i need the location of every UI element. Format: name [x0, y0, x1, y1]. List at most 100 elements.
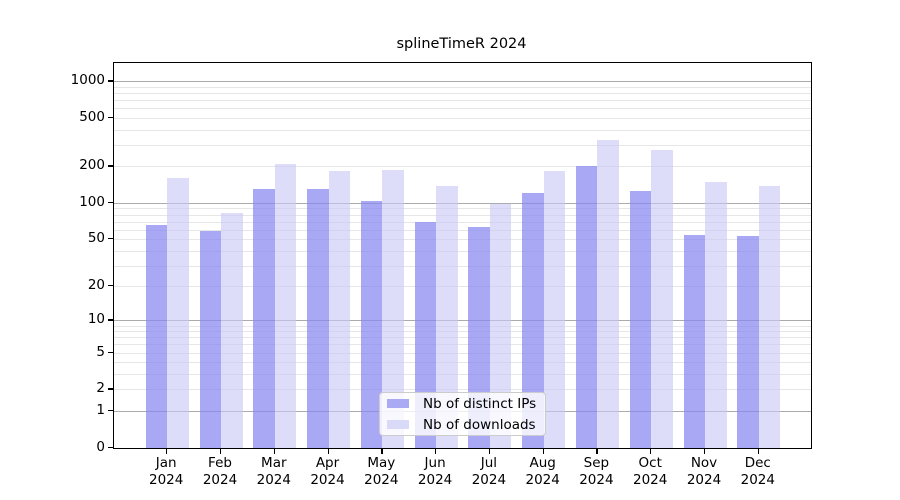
x-tick-mark: [166, 449, 168, 454]
y-tick-label: 1000: [70, 72, 105, 89]
bar-downloads-nov: [705, 181, 727, 448]
x-tick-mark: [650, 449, 652, 454]
y-tick-label: 20: [87, 277, 105, 294]
y-tick-label: 10: [87, 311, 105, 328]
bar-downloads-sep: [597, 140, 619, 448]
y-tick-mark: [108, 285, 113, 287]
bar-distinct-ips-dec: [737, 236, 759, 448]
y-gridline-minor: [114, 108, 811, 110]
x-tick-mark: [273, 449, 276, 454]
legend-label: Nb of downloads: [423, 416, 536, 433]
x-tick-mark: [488, 449, 491, 454]
x-tick-mark: [220, 449, 222, 454]
x-tick-mark: [435, 449, 437, 454]
bar-downloads-aug: [543, 171, 566, 448]
bar-distinct-ips-oct: [629, 191, 652, 448]
legend-swatch-downloads: [387, 420, 409, 429]
bar-distinct-ips-nov: [683, 235, 705, 448]
bar-downloads-may: [382, 169, 404, 448]
x-tick-label: Apr 2024: [310, 455, 345, 488]
bar-downloads-feb: [221, 212, 243, 448]
x-tick-label: Sep 2024: [579, 455, 614, 488]
y-gridline-minor: [114, 331, 811, 332]
y-gridline-minor: [114, 362, 811, 364]
x-tick-label: Dec 2024: [740, 455, 775, 488]
y-gridline-minor: [114, 337, 811, 339]
y-tick-mark: [108, 80, 113, 82]
bar-downloads-dec: [758, 186, 781, 448]
y-gridline-minor: [114, 145, 811, 146]
bar-distinct-ips-aug: [522, 192, 544, 448]
y-gridline-minor: [114, 286, 811, 288]
x-tick-label: Jun 2024: [417, 455, 453, 488]
bar-layer: [114, 63, 811, 448]
y-tick-mark: [108, 165, 113, 167]
y-gridline-minor: [114, 129, 811, 131]
bar-downloads-apr: [328, 171, 350, 448]
legend-swatch-distinct-ips: [387, 399, 409, 408]
y-gridline-minor: [114, 166, 811, 168]
legend: Nb of distinct IPs Nb of downloads: [379, 392, 546, 436]
plot-area: [113, 62, 812, 449]
y-tick-mark: [108, 409, 113, 412]
y-tick-mark: [108, 319, 113, 321]
bar-distinct-ips-jan: [145, 225, 168, 448]
y-gridline-minor: [114, 100, 811, 102]
y-gridline-minor: [114, 374, 811, 375]
bar-downloads-jun: [436, 185, 458, 448]
x-tick-label: Mar 2024: [256, 455, 291, 488]
bar-distinct-ips-mar: [253, 189, 275, 448]
x-tick-label: Aug 2024: [525, 455, 560, 488]
x-tick-label: Oct 2024: [633, 455, 668, 488]
y-tick-label: 500: [79, 109, 105, 125]
y-gridline-major: [114, 320, 811, 322]
y-gridline-minor: [114, 344, 811, 346]
bar-distinct-ips-may: [360, 200, 383, 448]
x-tick-label: May 2024: [364, 455, 399, 488]
y-gridline-minor: [114, 352, 811, 354]
y-gridline-minor: [114, 214, 811, 216]
bar-distinct-ips-apr: [307, 188, 329, 448]
y-tick-label: 1: [96, 401, 105, 418]
y-tick-label: 100: [79, 193, 105, 210]
y-tick-label: 200: [79, 157, 105, 174]
bar-distinct-ips-feb: [199, 231, 221, 448]
x-tick-mark: [381, 449, 383, 454]
y-tick-label: 2: [96, 380, 105, 397]
y-gridline-minor: [114, 221, 811, 223]
bar-distinct-ips-sep: [575, 166, 598, 448]
y-tick-mark: [108, 201, 113, 204]
bar-downloads-jan: [167, 178, 189, 448]
y-gridline-minor: [114, 208, 811, 210]
legend-label: Nb of distinct IPs: [423, 395, 537, 412]
x-tick-label: Jul 2024: [471, 455, 507, 488]
x-tick-label: Nov 2024: [686, 455, 722, 488]
legend-row: Nb of distinct IPs: [387, 396, 545, 412]
legend-row: Nb of downloads: [387, 417, 545, 433]
y-tick-label: 0: [96, 438, 105, 455]
y-tick-mark: [108, 351, 113, 353]
y-tick-mark: [108, 446, 113, 448]
y-gridline-major: [114, 202, 811, 204]
y-tick-mark: [108, 238, 113, 240]
y-gridline-minor: [114, 93, 811, 95]
y-gridline-minor: [114, 250, 811, 252]
x-tick-mark: [757, 449, 760, 454]
y-gridline-major: [114, 81, 811, 83]
y-tick-mark: [108, 117, 113, 119]
y-tick-label: 5: [96, 343, 105, 360]
y-gridline-minor: [114, 118, 811, 119]
x-tick-mark: [542, 449, 544, 454]
x-tick-mark: [596, 449, 598, 454]
grid-layer: [114, 63, 811, 448]
y-gridline-minor: [114, 389, 811, 391]
y-gridline-minor: [114, 86, 811, 88]
x-tick-label: Feb 2024: [202, 455, 238, 488]
y-gridline-minor: [114, 325, 811, 327]
bar-distinct-ips-jun: [414, 221, 437, 448]
bar-downloads-mar: [274, 164, 297, 448]
y-gridline-minor: [114, 239, 811, 241]
y-tick-mark: [108, 388, 113, 390]
y-gridline-minor: [114, 265, 811, 267]
